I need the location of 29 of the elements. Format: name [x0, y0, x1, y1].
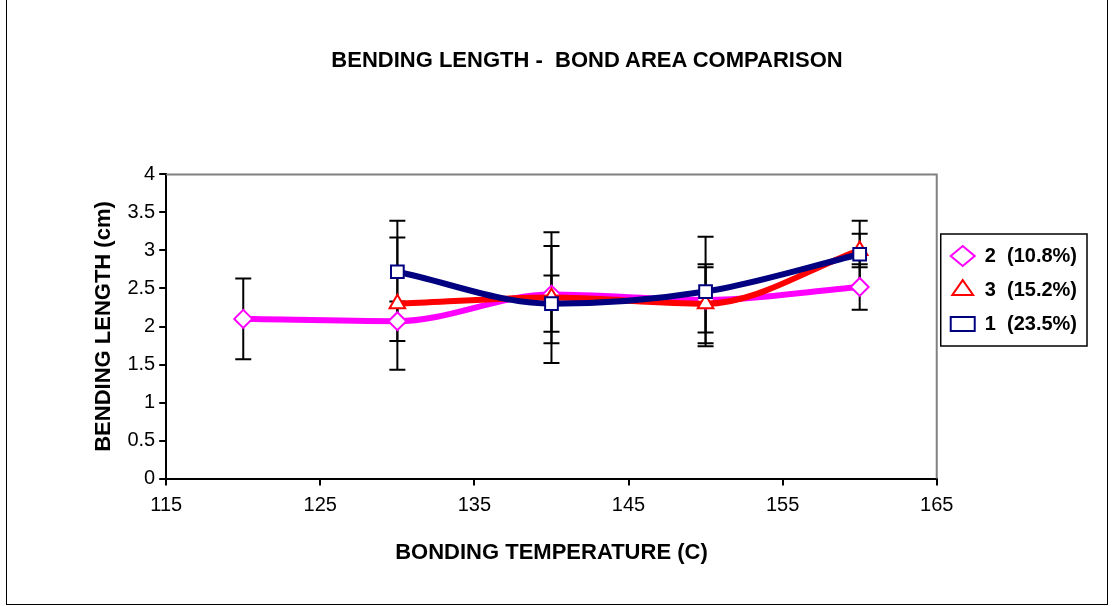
x-axis-title: BONDING TEMPERATURE (C) [395, 538, 708, 564]
legend-label: 3 (15.2%) [984, 277, 1077, 300]
legend-label: 1 (23.5%) [984, 311, 1077, 334]
y-tick-label: 3 [144, 237, 156, 260]
x-tick-label: 115 [150, 493, 183, 516]
x-tick-label: 155 [765, 493, 800, 516]
y-tick-label: 1.5 [127, 352, 156, 375]
x-tick-label: 135 [457, 493, 492, 516]
point [698, 284, 713, 299]
y-tick-label: 0.5 [127, 428, 156, 451]
point [849, 276, 870, 297]
chart-title: BENDING LENGTH - BOND AREA COMPARISON [331, 47, 843, 73]
point [388, 293, 407, 310]
point [544, 296, 559, 312]
point [233, 308, 254, 329]
y-tick-label: 2 [144, 314, 156, 337]
point [387, 311, 408, 332]
y-tick-label: 2.5 [127, 275, 156, 298]
legend-label: 2 (10.8%) [984, 243, 1077, 266]
x-tick-label: 165 [920, 493, 954, 516]
x-tick-label: 125 [303, 493, 337, 516]
point [390, 264, 405, 280]
x-tick-label: 145 [611, 493, 646, 516]
y-tick-label: 3.5 [127, 199, 156, 222]
y-tick-label: 0 [144, 466, 156, 489]
y-tick-label: 1 [144, 390, 156, 413]
y-axis-title: BENDING LENGTH (cm) [90, 201, 116, 452]
point [852, 246, 868, 262]
y-tick-label: 4 [144, 161, 156, 184]
